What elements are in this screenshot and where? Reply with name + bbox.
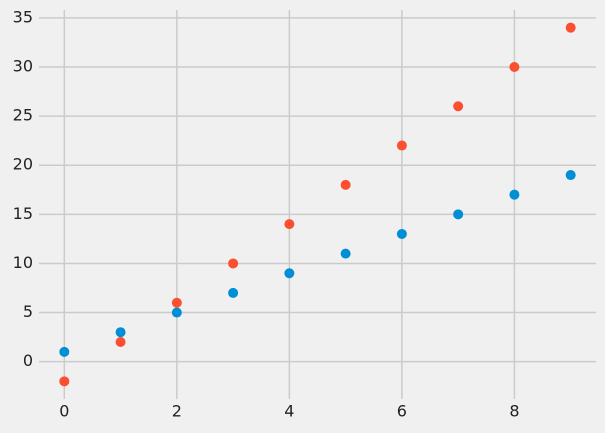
point — [284, 268, 295, 279]
point — [396, 228, 407, 239]
point — [115, 337, 126, 348]
point — [565, 170, 576, 181]
y-tick-label: 0 — [23, 351, 33, 370]
point — [59, 376, 70, 387]
y-tick-label: 15 — [13, 204, 33, 223]
y-tick-label: 35 — [13, 7, 33, 26]
point — [284, 219, 295, 230]
y-tick-label: 10 — [13, 253, 33, 272]
point — [115, 327, 126, 338]
point — [509, 61, 520, 72]
y-tick-label: 5 — [23, 302, 33, 321]
point — [453, 209, 464, 220]
x-tick-label: 2 — [172, 402, 182, 421]
x-tick-label: 8 — [509, 402, 519, 421]
point — [509, 189, 520, 200]
point — [228, 258, 239, 269]
x-tick-label: 4 — [284, 402, 294, 421]
point — [171, 297, 182, 308]
point — [340, 248, 351, 259]
point — [228, 287, 239, 298]
y-tick-label: 25 — [13, 106, 33, 125]
point — [171, 307, 182, 318]
y-tick-label: 20 — [13, 155, 33, 174]
x-tick-label: 0 — [59, 402, 69, 421]
point — [59, 346, 70, 357]
point — [565, 22, 576, 33]
point — [396, 140, 407, 151]
point — [340, 179, 351, 190]
y-tick-label: 30 — [13, 56, 33, 75]
x-tick-label: 6 — [397, 402, 407, 421]
point — [453, 101, 464, 112]
